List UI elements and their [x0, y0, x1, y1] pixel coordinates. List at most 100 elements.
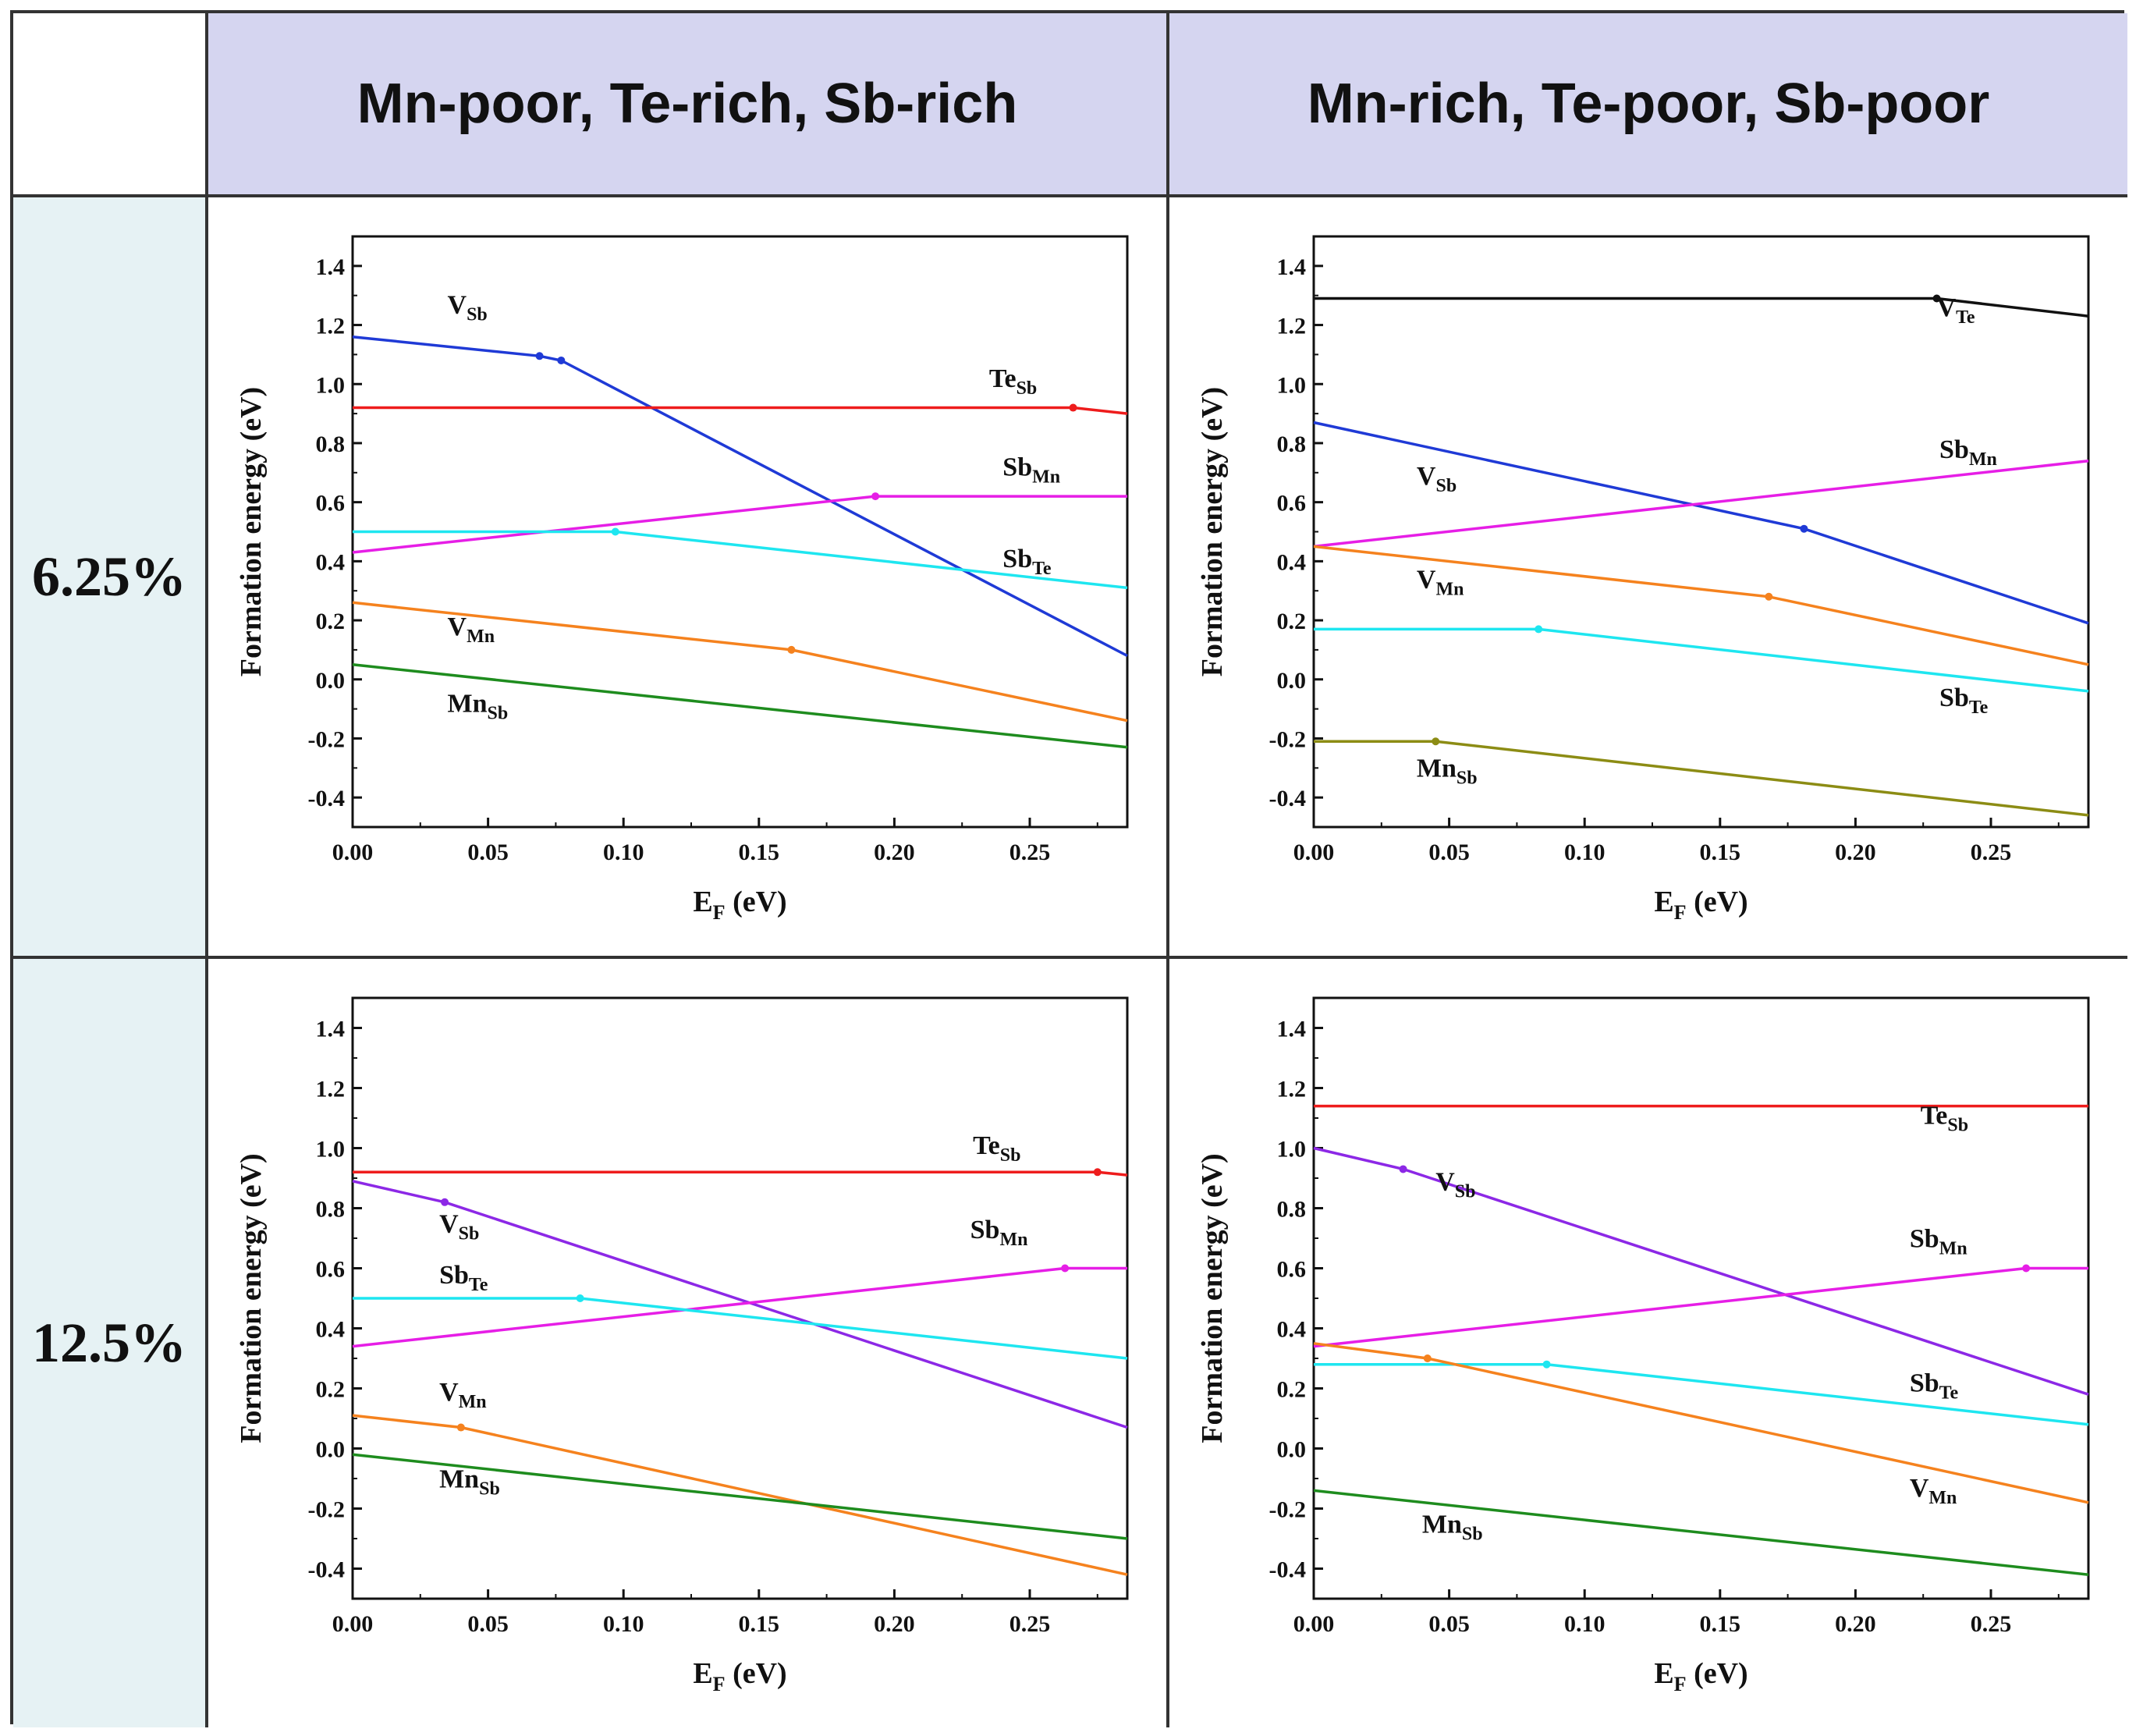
series-label-sb-mn: SbMn — [1939, 435, 1997, 470]
series-label-mn-sb: MnSb — [448, 689, 509, 723]
y-tick-label: 0.0 — [316, 1437, 346, 1463]
x-tick-label: 0.10 — [1564, 840, 1606, 865]
series-kink-point-v-sb — [1800, 524, 1808, 533]
y-tick-label: 0.8 — [316, 431, 346, 457]
x-axis-label: EF (eV) — [1654, 1657, 1747, 1695]
y-tick-label: 0.8 — [316, 1197, 346, 1223]
row-label-text: 6.25% — [32, 545, 186, 608]
series-label-sb-te: SbTe — [1002, 545, 1052, 579]
y-tick-label: 1.4 — [1277, 254, 1307, 280]
y-tick-label: -0.2 — [308, 1497, 346, 1523]
series-kink-point-sb-te — [576, 1294, 584, 1302]
x-axis-label: EF (eV) — [693, 1657, 786, 1695]
x-tick-label: 0.10 — [603, 840, 644, 865]
y-tick-label: 0.2 — [316, 1377, 346, 1403]
x-tick-label: 0.00 — [1293, 840, 1335, 865]
y-tick-label: 0.6 — [1277, 1257, 1307, 1283]
y-tick-label: 1.2 — [316, 314, 346, 339]
row-label-6-25: 6.25% — [13, 197, 208, 959]
chart-panel-6-25-mn-rich: 0.00 0.05 0.10 0.15 0.20 0.25 -0.4 -0.2 0.0 0.2 0.… — [1169, 197, 2127, 959]
series-label-v-sb: VSb — [1417, 462, 1457, 496]
x-axis-label: EF (eV) — [693, 886, 786, 924]
x-tick-label: 0.10 — [603, 1611, 644, 1637]
x-axis-label: EF (eV) — [1654, 886, 1747, 924]
formation-energy-chart: 0.00 0.05 0.10 0.15 0.20 0.25 -0.4 -0.2 0.0 0.2 0.… — [235, 996, 1129, 1695]
series-label-sb-te: SbTe — [1939, 683, 1989, 718]
series-kink-point-sb-te — [1542, 1360, 1551, 1369]
x-tick-label: 0.25 — [1009, 1611, 1051, 1637]
figure-grid: Mn-poor, Te-rich, Sb-rich Mn-rich, Te-po… — [10, 10, 2127, 1727]
series-kink-point-mn-sb — [1432, 737, 1440, 746]
column-header-label: Mn-rich, Te-poor, Sb-poor — [1307, 73, 1990, 135]
series-kink-point-v-te — [1932, 294, 1941, 303]
series-kink-point-sb-mn — [871, 492, 880, 501]
y-tick-label: 1.4 — [316, 1017, 346, 1042]
series-label-v-sb: VSb — [439, 1209, 479, 1244]
y-tick-label: 1.0 — [316, 372, 346, 398]
series-label-te-sb: TeSb — [1921, 1102, 1968, 1136]
y-tick-label: -0.4 — [308, 1557, 346, 1583]
y-axis-label: Formation energy (eV) — [235, 387, 268, 676]
series-kink-point-v-mn — [1423, 1354, 1432, 1362]
y-tick-label: 1.4 — [316, 254, 346, 280]
y-tick-label: 0.6 — [1277, 491, 1307, 517]
series-label-mn-sb: MnSb — [1417, 754, 1478, 789]
series-line-mn-sb — [352, 1453, 1128, 1540]
series-label-v-sb: VSb — [448, 290, 488, 325]
series-line-v-mn — [352, 1414, 1128, 1576]
column-header-label: Mn-poor, Te-rich, Sb-rich — [357, 73, 1018, 135]
series-line-mn-sb — [352, 663, 1128, 749]
series-label-v-te: VTe — [1937, 293, 1975, 328]
x-tick-label: 0.15 — [1700, 1611, 1741, 1637]
y-tick-label: 1.2 — [316, 1077, 346, 1102]
y-tick-label: 1.0 — [1277, 1137, 1307, 1163]
x-tick-label: 0.05 — [467, 1611, 509, 1637]
x-tick-label: 0.10 — [1564, 1611, 1606, 1637]
series-label-te-sb: TeSb — [989, 364, 1037, 399]
series-line-sb-mn — [1313, 459, 2089, 548]
x-tick-label: 0.20 — [1835, 1611, 1876, 1637]
y-tick-label: 0.4 — [316, 549, 346, 575]
x-tick-label: 0.15 — [1700, 840, 1741, 865]
y-tick-label: 0.6 — [316, 491, 346, 517]
x-tick-label: 0.20 — [874, 840, 915, 865]
y-tick-label: -0.2 — [1269, 726, 1307, 752]
series-kink-point-v-sb — [557, 356, 566, 364]
row-label-text: 12.5% — [32, 1312, 186, 1374]
series-label-v-sb: VSb — [1435, 1167, 1475, 1202]
series-kink-point-v-sb — [441, 1198, 449, 1206]
corner-cell — [13, 13, 208, 197]
x-tick-label: 0.20 — [1835, 840, 1876, 865]
column-header-mn-rich: Mn-rich, Te-poor, Sb-poor — [1169, 13, 2127, 197]
series-kink-point-sb-mn — [1061, 1264, 1070, 1273]
y-tick-label: 1.0 — [1277, 372, 1307, 398]
series-kink-point-v-mn — [456, 1423, 465, 1432]
y-tick-label: 0.2 — [1277, 1377, 1307, 1403]
plot-frame — [1312, 996, 2090, 1600]
series-kink-point-te-sb — [1069, 403, 1077, 412]
x-tick-label: 0.15 — [739, 840, 780, 865]
series-line-te-sb — [353, 406, 1128, 415]
series-kink-point-sb-te — [1535, 625, 1543, 634]
series-line-sb-te — [1314, 1362, 2089, 1426]
formation-energy-chart: 0.00 0.05 0.10 0.15 0.20 0.25 -0.4 -0.2 0.0 0.2 0.… — [235, 235, 1129, 924]
series-kink-point-v-mn — [1765, 592, 1773, 601]
y-tick-label: -0.2 — [1269, 1497, 1307, 1523]
x-tick-label: 0.25 — [1009, 840, 1051, 865]
series-line-v-sb — [352, 335, 1128, 658]
series-line-te-sb — [353, 1170, 1128, 1177]
series-label-sb-mn: SbMn — [1910, 1225, 1967, 1259]
x-tick-label: 0.00 — [1293, 1611, 1335, 1637]
y-tick-label: 0.2 — [316, 609, 346, 634]
y-axis-label: Formation energy (eV) — [235, 1153, 268, 1443]
y-tick-label: 0.2 — [1277, 609, 1307, 634]
y-axis-label: Formation energy (eV) — [1196, 387, 1229, 676]
column-header-mn-poor: Mn-poor, Te-rich, Sb-rich — [208, 13, 1169, 197]
y-tick-label: -0.2 — [308, 726, 346, 752]
y-tick-label: 1.2 — [1277, 314, 1307, 339]
y-tick-label: 0.8 — [1277, 1197, 1307, 1223]
x-tick-label: 0.25 — [1971, 1611, 2012, 1637]
series-kink-point-v-sb — [535, 352, 544, 360]
series-label-mn-sb: MnSb — [439, 1465, 500, 1500]
y-tick-label: 0.6 — [316, 1257, 346, 1283]
